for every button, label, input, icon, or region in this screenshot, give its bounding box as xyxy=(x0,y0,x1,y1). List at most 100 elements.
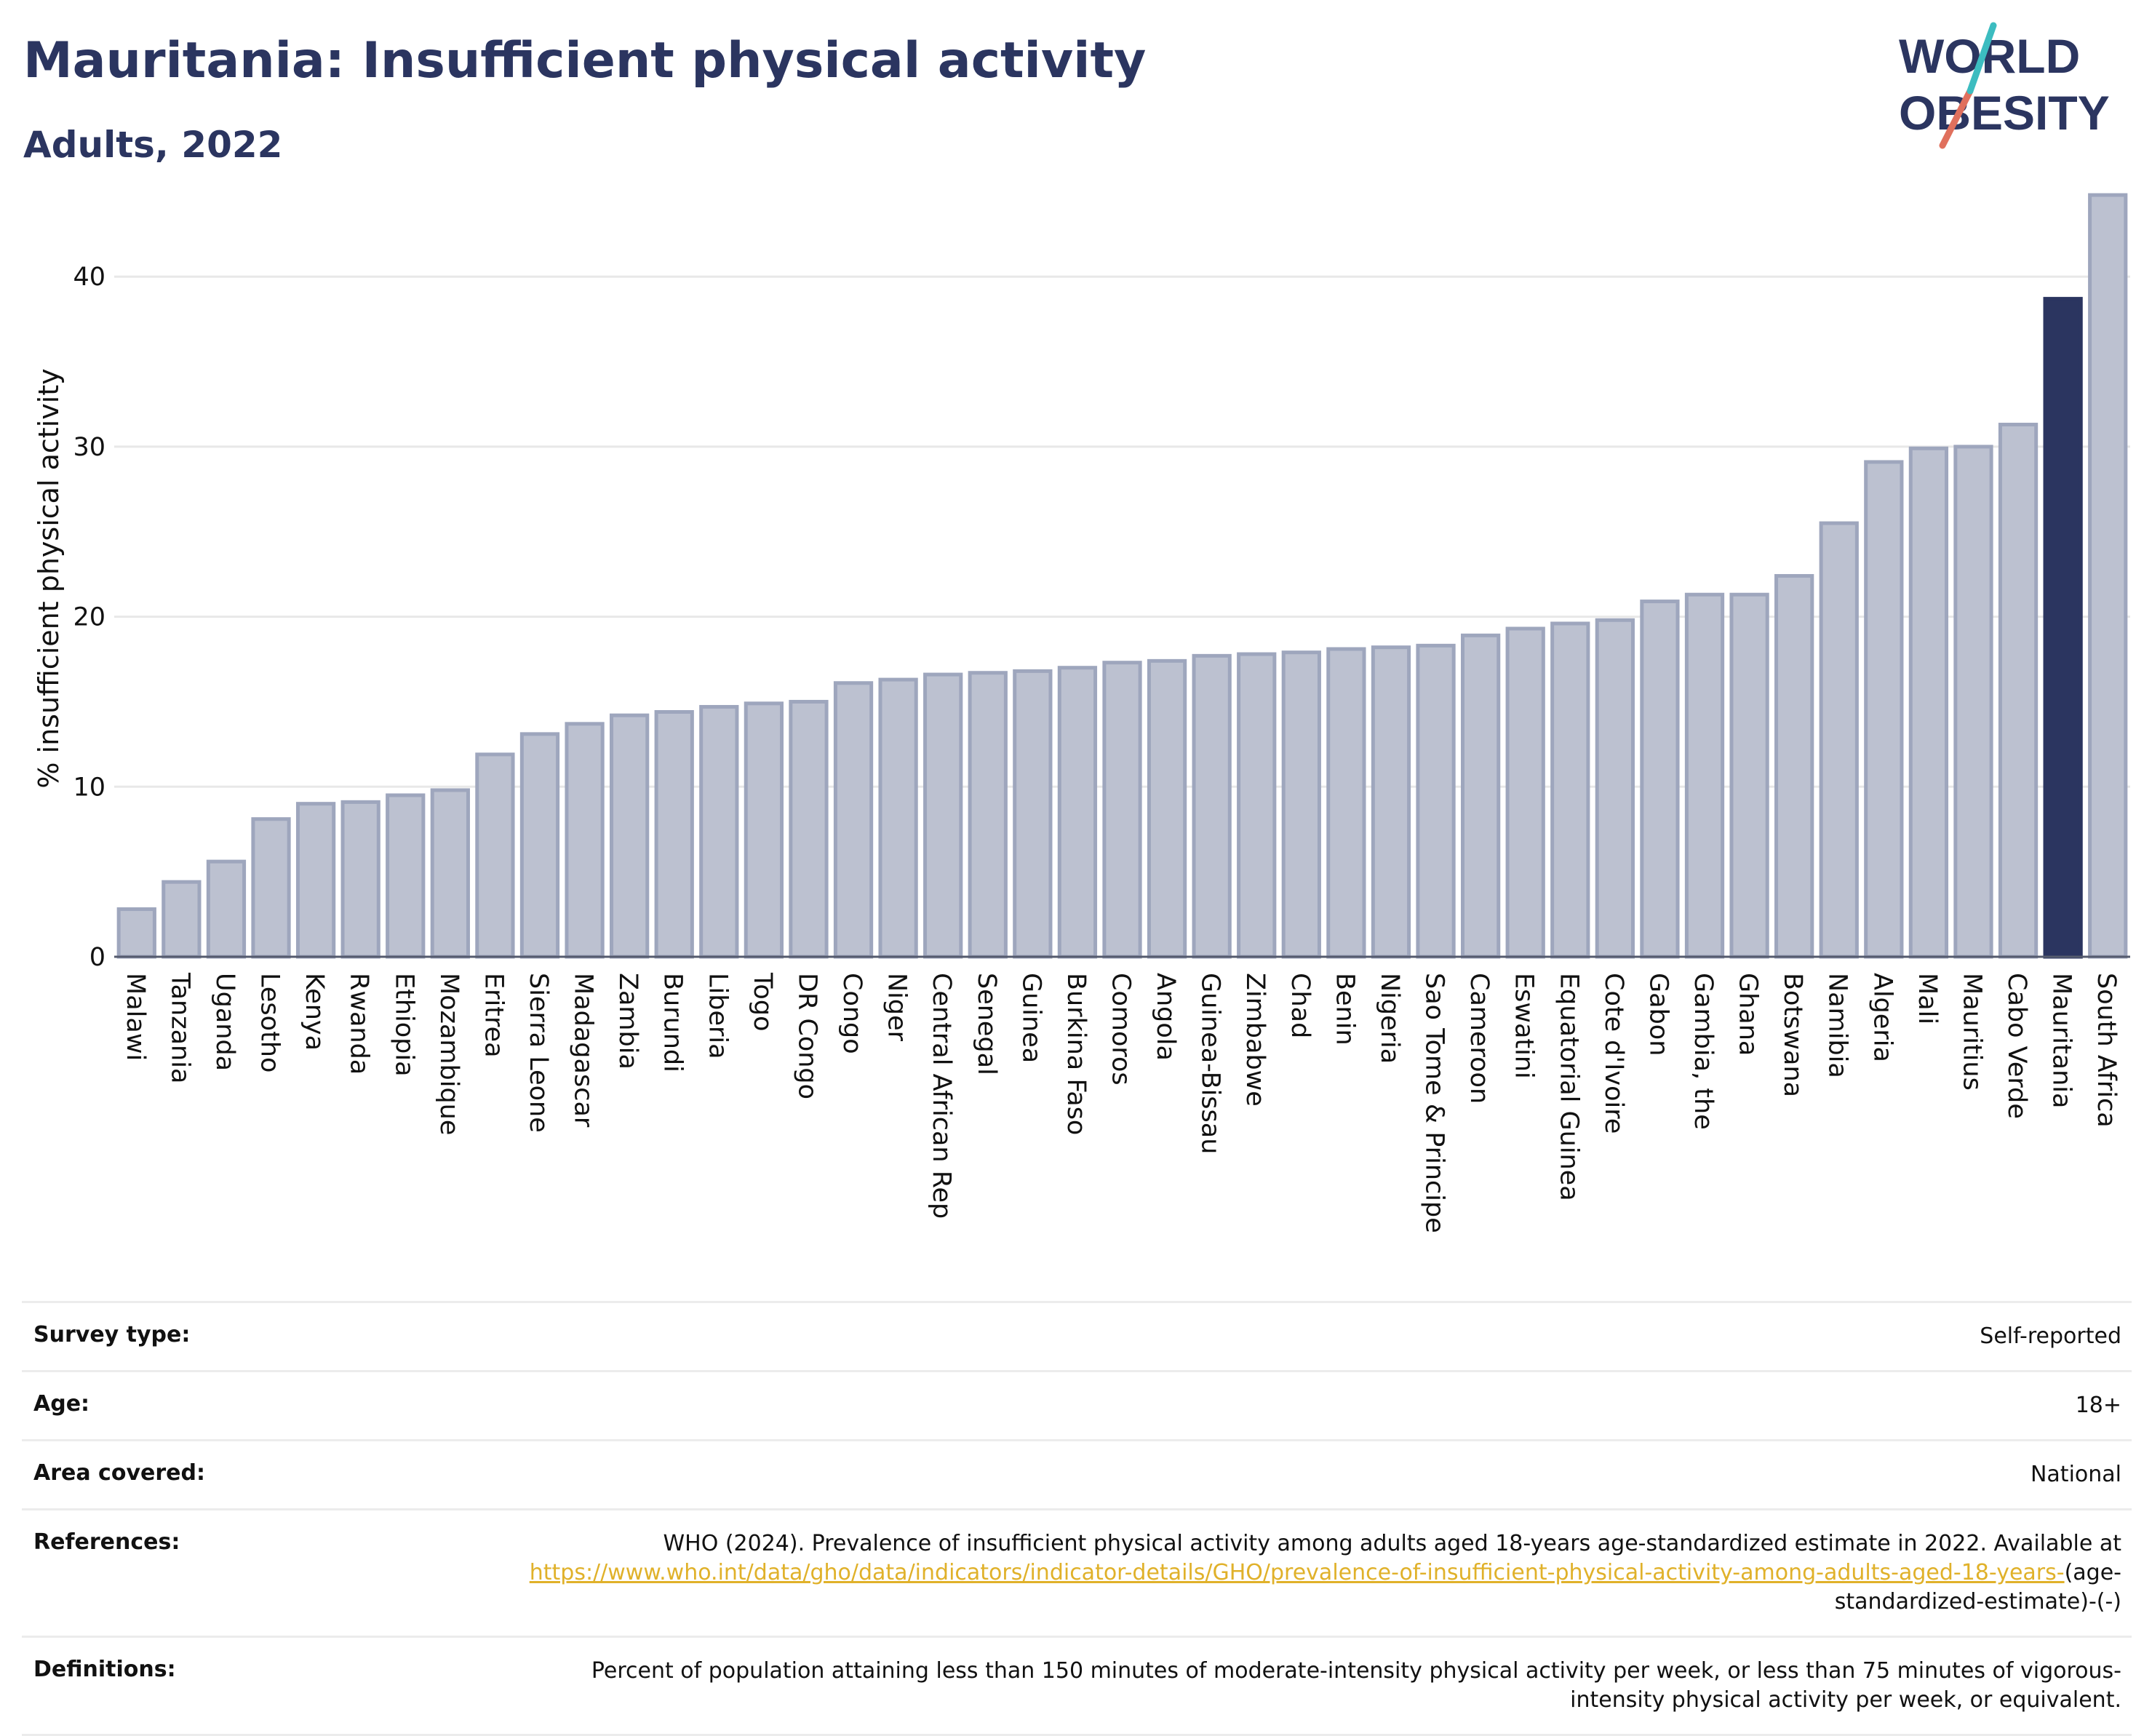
x-tick-label: Equatorial Guinea xyxy=(1554,973,1583,1201)
x-tick-label: Sierra Leone xyxy=(524,973,553,1133)
references-label: References: xyxy=(33,1529,180,1555)
references-suffix: (age-standardized-estimate)-(-) xyxy=(1834,1560,2121,1614)
x-tick-label: South Africa xyxy=(2092,973,2121,1128)
bar-tanzania[interactable] xyxy=(162,880,202,959)
bar-central-african-rep[interactable] xyxy=(923,672,963,959)
bar-kenya[interactable] xyxy=(295,802,336,959)
bar-guinea[interactable] xyxy=(1013,669,1053,959)
area-label: Area covered: xyxy=(33,1460,205,1486)
x-tick-label: DR Congo xyxy=(792,973,821,1099)
bar-south-africa[interactable] xyxy=(2088,193,2128,959)
bar-cabo-verde[interactable] xyxy=(1998,423,2039,959)
x-tick-label: Cote d'Ivoire xyxy=(1599,973,1628,1134)
bar-dr-congo[interactable] xyxy=(789,699,829,959)
y-tick-label: 20 xyxy=(73,603,105,632)
x-tick-label: Namibia xyxy=(1823,973,1852,1078)
bar-comoros[interactable] xyxy=(1102,661,1142,959)
metadata-table: Survey type: Self-reported Age: 18+ Area… xyxy=(22,1301,2132,1736)
logo-slash-teal xyxy=(1966,22,1997,95)
age-label: Age: xyxy=(33,1391,90,1417)
bar-madagascar[interactable] xyxy=(565,722,605,959)
x-tick-label: Liberia xyxy=(703,973,732,1059)
bar-mali[interactable] xyxy=(1908,446,1949,959)
x-tick-label: Ethiopia xyxy=(389,973,418,1077)
x-tick-label: Cameroon xyxy=(1464,973,1494,1104)
bar-niger[interactable] xyxy=(878,677,918,959)
y-tick-label: 0 xyxy=(89,943,105,972)
bar-sao-tome-principe[interactable] xyxy=(1416,643,1456,959)
y-tick-label: 10 xyxy=(73,773,105,802)
x-tick-label: Tanzania xyxy=(165,972,194,1083)
meta-row-area: Area covered: National xyxy=(22,1439,2132,1508)
world-obesity-logo: WORLD OBESITY xyxy=(1899,22,2110,149)
references-text: WHO (2024). Prevalence of insufficient p… xyxy=(663,1531,2121,1556)
y-axis: 0 10 20 30 40 xyxy=(73,263,105,972)
bar-burkina-faso[interactable] xyxy=(1057,666,1098,959)
x-tick-label: Gabon xyxy=(1643,973,1673,1056)
bar-ethiopia[interactable] xyxy=(386,793,426,959)
bar-rwanda[interactable] xyxy=(340,800,380,959)
bar-guinea-bissau[interactable] xyxy=(1192,653,1232,959)
x-tick-label: Algeria xyxy=(1868,973,1897,1062)
survey-type-value: Self-reported xyxy=(1980,1323,2121,1349)
references-link[interactable]: https://www.who.int/data/gho/data/indica… xyxy=(529,1560,2065,1585)
bar-gambia-the[interactable] xyxy=(1684,592,1725,959)
x-tick-label: Zimbabwe xyxy=(1240,973,1270,1107)
bar-benin[interactable] xyxy=(1326,647,1366,959)
x-tick-label: Benin xyxy=(1330,973,1359,1046)
x-tick-label: Central African Rep xyxy=(927,973,956,1219)
bar-gabon[interactable] xyxy=(1640,600,1680,959)
survey-type-label: Survey type: xyxy=(33,1322,191,1347)
bar-chad[interactable] xyxy=(1281,650,1321,959)
y-axis-label: % insufficient physical activity xyxy=(33,368,65,788)
x-axis: Malawi Tanzania Uganda Lesotho Kenya Rwanda Et… xyxy=(114,955,2130,1233)
bar-botswana[interactable] xyxy=(1774,574,1814,959)
x-tick-label: Burkina Faso xyxy=(1061,973,1091,1135)
x-tick-label: Comoros xyxy=(1107,973,1136,1086)
bar-eritrea[interactable] xyxy=(475,752,515,959)
bar-zimbabwe[interactable] xyxy=(1237,652,1277,959)
chart-subtitle: Adults, 2022 xyxy=(23,124,283,166)
bar-nigeria[interactable] xyxy=(1371,645,1411,959)
x-tick-label: Senegal xyxy=(972,973,1001,1075)
bar-congo[interactable] xyxy=(833,681,874,959)
bar-eswatini[interactable] xyxy=(1505,626,1545,959)
x-tick-label: Eritrea xyxy=(479,973,508,1058)
x-tick-label: Guinea xyxy=(1016,973,1045,1063)
x-tick-label: Togo xyxy=(748,972,777,1031)
bar-liberia[interactable] xyxy=(699,704,739,959)
bar-namibia[interactable] xyxy=(1819,521,1859,959)
x-tick-label: Gambia, the xyxy=(1689,973,1718,1130)
bar-sierra-leone[interactable] xyxy=(519,732,560,959)
meta-row-age: Age: 18+ xyxy=(22,1370,2132,1439)
bar-burundi[interactable] xyxy=(654,709,694,959)
x-tick-label: Sao Tome & Principe xyxy=(1420,973,1449,1233)
bar-chart: Malawi Tanzania Uganda Lesotho Kenya Rwanda Et… xyxy=(33,193,2130,1233)
bar-angola[interactable] xyxy=(1147,658,1187,959)
bar-malawi[interactable] xyxy=(116,907,156,959)
bar-togo[interactable] xyxy=(744,701,784,959)
bar-mauritius[interactable] xyxy=(1953,445,1993,959)
bar-senegal[interactable] xyxy=(968,671,1008,959)
meta-row-survey-type: Survey type: Self-reported xyxy=(22,1301,2132,1370)
y-tick-label: 30 xyxy=(73,433,105,462)
bar-zambia[interactable] xyxy=(610,713,650,959)
bar-cote-d-ivoire[interactable] xyxy=(1595,618,1635,959)
bar-ghana[interactable] xyxy=(1729,592,1769,959)
x-tick-label: Malawi xyxy=(121,973,150,1061)
x-tick-label: Niger xyxy=(882,973,912,1042)
bar-uganda[interactable] xyxy=(206,859,247,959)
bar-cameroon[interactable] xyxy=(1460,633,1501,959)
x-tick-label: Mauritania xyxy=(2047,973,2076,1108)
x-tick-label: Ghana xyxy=(1734,973,1763,1056)
bar-mauritania[interactable] xyxy=(2043,297,2083,959)
x-tick-label: Cabo Verde xyxy=(2002,973,2031,1119)
x-tick-label: Madagascar xyxy=(569,973,598,1128)
logo-slash-red xyxy=(1939,87,1974,149)
bar-algeria[interactable] xyxy=(1864,460,1904,959)
bar-mozambique[interactable] xyxy=(430,788,470,959)
bar-lesotho[interactable] xyxy=(251,817,291,959)
bar-equatorial-guinea[interactable] xyxy=(1550,621,1590,959)
x-tick-label: Chad xyxy=(1286,973,1315,1038)
x-tick-label: Rwanda xyxy=(345,973,374,1075)
